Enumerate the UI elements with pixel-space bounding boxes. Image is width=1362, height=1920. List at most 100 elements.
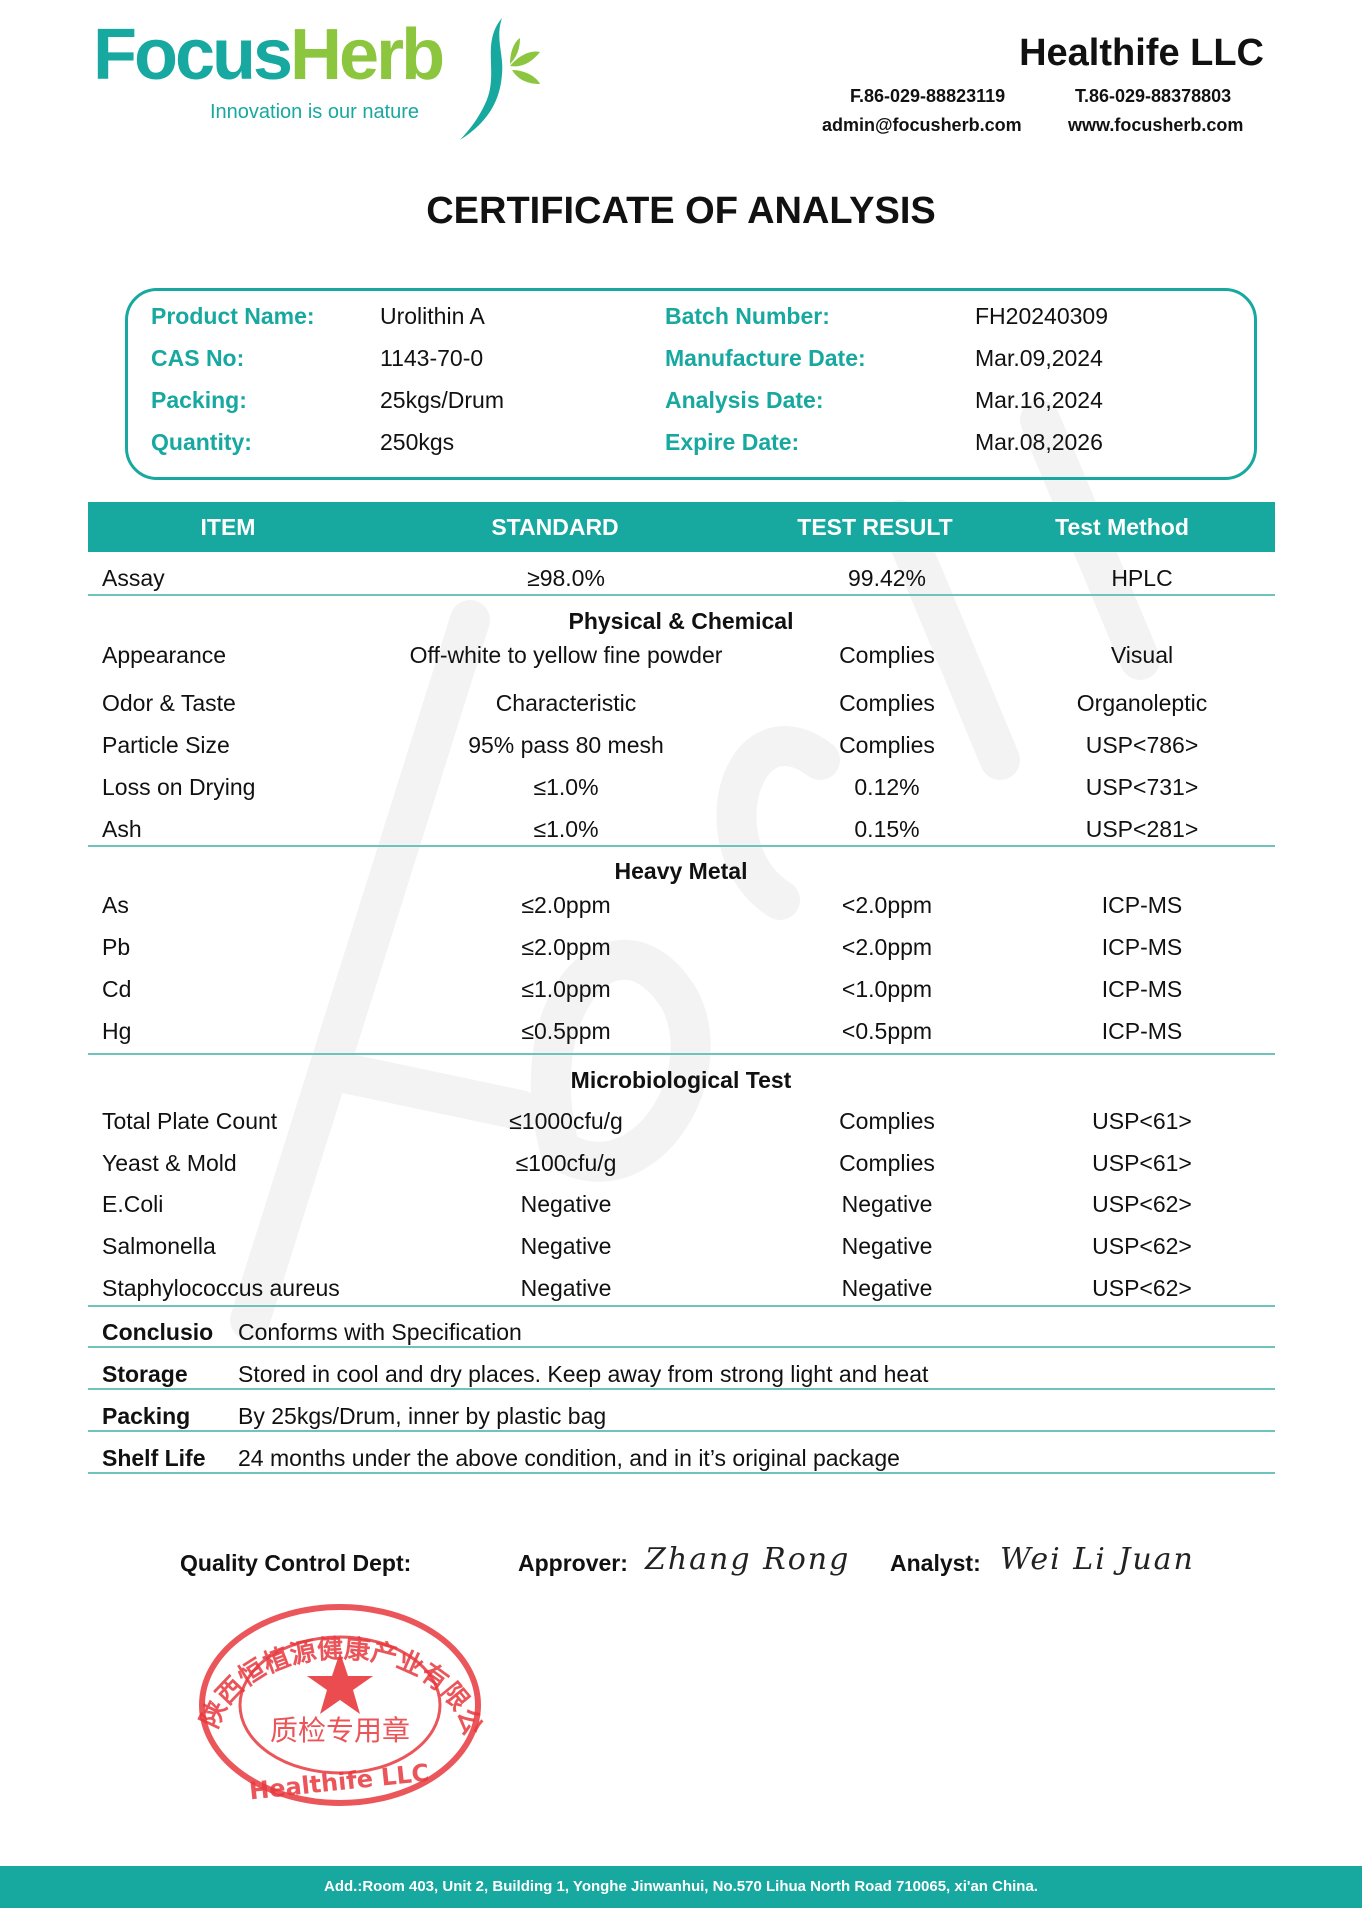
table-row: Salmonella Negative Negative USP<62> — [88, 1233, 1275, 1269]
approver-label: Approver: — [518, 1550, 628, 1576]
cell-method: ICP-MS — [1101, 976, 1183, 1002]
table-row: Particle Size 95% pass 80 mesh Complies USP… — [88, 732, 1275, 768]
website: www.focusherb.com — [1068, 115, 1244, 135]
header-item: ITEM — [200, 514, 256, 540]
svg-text:Healthife LLC: Healthife LLC — [248, 1759, 431, 1806]
info-value: Mar.16,2024 — [975, 387, 1103, 413]
telephone: T.86-029-88378803 — [1075, 86, 1232, 106]
cell-standard: ≤1.0% — [533, 774, 599, 800]
cell-standard: Off-white to yellow fine powder — [409, 642, 723, 668]
info-label: Analysis Date: — [665, 387, 824, 413]
divider — [88, 1346, 1275, 1348]
info-value: Mar.08,2026 — [975, 429, 1103, 455]
info-label: Product Name: — [151, 303, 315, 329]
qc-dept-label: Quality Control Dept: — [180, 1550, 412, 1576]
info-value: 250kgs — [380, 429, 455, 455]
table-row: As ≤2.0ppm <2.0ppm ICP-MS — [88, 892, 1275, 928]
cell-standard: ≥98.0% — [527, 565, 605, 591]
cell-method: HPLC — [1111, 565, 1173, 591]
info-label: Quantity: — [151, 429, 252, 455]
cell-result: Complies — [839, 690, 935, 716]
cell-standard: ≤2.0ppm — [521, 934, 611, 960]
cell-result: <2.0ppm — [841, 892, 933, 918]
divider — [88, 1388, 1275, 1390]
note-text: By 25kgs/Drum, inner by plastic bag — [238, 1403, 607, 1429]
info-value: Urolithin A — [380, 303, 485, 329]
divider — [88, 1305, 1275, 1307]
header-test-method: Test Method — [1055, 514, 1189, 540]
cell-standard: 95% pass 80 mesh — [468, 732, 664, 758]
cell-result: 0.12% — [854, 774, 920, 800]
note-text: Stored in cool and dry places. Keep away… — [238, 1361, 929, 1387]
cell-standard: Negative — [520, 1275, 612, 1301]
cell-method: USP<62> — [1092, 1275, 1192, 1301]
table-row: Yeast & Mold ≤100cfu/g Complies USP<61> — [88, 1150, 1275, 1186]
note-label: Conclusio — [102, 1319, 214, 1345]
cell-result: Complies — [839, 732, 935, 758]
cell-standard: ≤2.0ppm — [521, 892, 611, 918]
logo: FocusHerb — [93, 18, 445, 92]
cell-item: Ash — [102, 816, 142, 842]
product-info-box — [125, 288, 1257, 480]
cell-result: Negative — [841, 1275, 933, 1301]
cell-result: <1.0ppm — [841, 976, 933, 1002]
cell-method: ICP-MS — [1101, 1018, 1183, 1044]
cell-method: USP<61> — [1092, 1108, 1192, 1134]
cell-standard: ≤1000cfu/g — [509, 1108, 623, 1134]
cell-standard: Negative — [520, 1191, 612, 1217]
note-label: Storage — [102, 1361, 188, 1387]
cell-item: Odor & Taste — [102, 690, 236, 716]
cell-item: Total Plate Count — [102, 1108, 278, 1134]
table-row: Odor & Taste Characteristic Complies Organo… — [88, 690, 1275, 726]
info-value: Mar.09,2024 — [975, 345, 1103, 371]
info-label: Packing: — [151, 387, 247, 413]
info-value: FH20240309 — [975, 303, 1108, 329]
divider — [88, 1053, 1275, 1055]
email: admin@focusherb.com — [822, 115, 1022, 135]
cell-item: Loss on Drying — [102, 774, 256, 800]
note-label: Shelf Life — [102, 1445, 206, 1471]
section-title: Physical & Chemical — [568, 608, 794, 634]
table-row: Pb ≤2.0ppm <2.0ppm ICP-MS — [88, 934, 1275, 970]
cell-method: USP<61> — [1092, 1150, 1192, 1176]
header-standard: STANDARD — [491, 514, 619, 540]
footer-address: Add.:Room 403, Unit 2, Building 1, Yongh… — [0, 1866, 1362, 1908]
cell-result: Complies — [839, 642, 935, 668]
cell-method: Visual — [1110, 642, 1174, 668]
cell-standard: Characteristic — [495, 690, 637, 716]
cell-item: As — [102, 892, 129, 918]
cell-result: 0.15% — [854, 816, 920, 842]
cell-result: <2.0ppm — [841, 934, 933, 960]
logo-tagline: Innovation is our nature — [210, 101, 420, 123]
divider — [88, 1430, 1275, 1432]
info-label: Expire Date: — [665, 429, 800, 455]
cell-method: USP<62> — [1092, 1233, 1192, 1259]
header-test-result: TEST RESULT — [797, 514, 953, 540]
svg-text:质检专用章: 质检专用章 — [270, 1714, 410, 1747]
table-row: Cd ≤1.0ppm <1.0ppm ICP-MS — [88, 976, 1275, 1012]
table-row: Staphylococcus aureus Negative Negative USP… — [88, 1275, 1275, 1311]
analyst-label: Analyst: — [890, 1550, 981, 1576]
table-row: Hg ≤0.5ppm <0.5ppm ICP-MS — [88, 1018, 1275, 1054]
divider — [88, 1472, 1275, 1474]
cell-item: E.Coli — [102, 1191, 164, 1217]
cell-method: USP<281> — [1085, 816, 1199, 842]
note-text: Conforms with Specification — [238, 1319, 522, 1345]
table-header: ITEM STANDARD TEST RESULT Test Method — [88, 502, 1275, 552]
cell-item: Pb — [102, 934, 131, 960]
cell-item: Assay — [102, 565, 165, 591]
company-name: Healthife LLC — [1019, 32, 1264, 74]
cell-item: Particle Size — [102, 732, 230, 758]
note-label: Packing — [102, 1403, 191, 1429]
table-row: E.Coli Negative Negative USP<62> — [88, 1191, 1275, 1227]
table-row: Appearance Off-white to yellow fine powde… — [88, 642, 1275, 678]
cell-result: Complies — [839, 1150, 935, 1176]
info-value: 1143-70-0 — [380, 345, 484, 371]
cell-item: Cd — [102, 976, 132, 1002]
approver-signature: Zhang Rong — [645, 1542, 851, 1577]
cell-method: ICP-MS — [1101, 892, 1183, 918]
cell-item: Staphylococcus aureus — [102, 1275, 340, 1301]
divider — [88, 845, 1275, 847]
cell-result: Complies — [839, 1108, 935, 1134]
table-row: Total Plate Count ≤1000cfu/g Complies USP<6… — [88, 1108, 1275, 1144]
